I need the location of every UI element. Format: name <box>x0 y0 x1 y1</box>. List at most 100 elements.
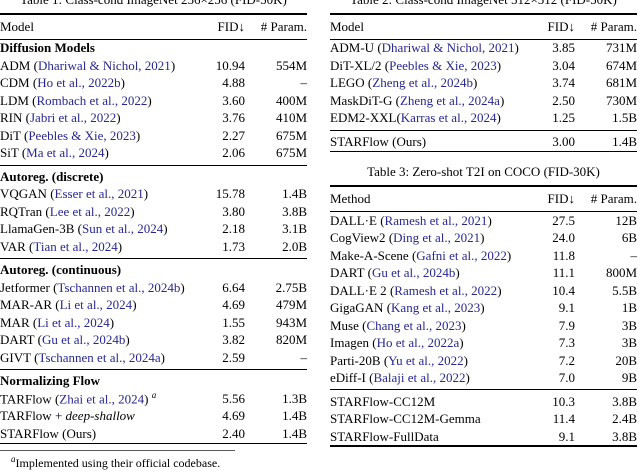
fid-value: 7.3 <box>558 335 575 351</box>
citation-link[interactable]: Li et al., 2024 <box>37 314 110 330</box>
citation-link[interactable]: Kang et al., 2023 <box>391 300 481 316</box>
table3-toprule <box>330 185 637 187</box>
citation-link[interactable]: Lee et al., 2022 <box>49 203 131 219</box>
citation-link[interactable]: Rombach et al., 2022 <box>36 92 148 108</box>
table2-toprule <box>330 13 637 15</box>
fid-value: 2.50 <box>552 92 575 108</box>
table-row: CogView2 (Ding et al., 2021) 24.0 6B <box>330 229 637 247</box>
param-value: 1.4B <box>282 408 307 424</box>
fid-value: 9.1 <box>558 428 575 444</box>
table-midrule <box>0 164 307 166</box>
citation-link[interactable]: Gafni et al., 2022 <box>416 247 507 263</box>
table-row: MAR-AR (Li et al., 2024) 4.69 479M <box>0 297 307 315</box>
model-name: TARFlow (Zhai et al., 2024) a <box>0 390 157 407</box>
table-row: GigaGAN (Kang et al., 2023) 9.1 1B <box>330 299 637 317</box>
model-name: GIVT (Tschannen et al., 2024a) <box>0 349 165 365</box>
model-name: eDiff-I (Balaji et al., 2022) <box>330 370 470 386</box>
citation-link[interactable]: Sun et al., 2024 <box>81 221 164 237</box>
citation-link[interactable]: Balaji et al., 2022 <box>373 370 466 386</box>
model-name: LlamaGen-3B (Sun et al., 2024) <box>0 221 168 237</box>
table3-header-fid: FID↓ <box>547 190 575 206</box>
param-value: 730M <box>605 92 637 108</box>
fid-value: 6.64 <box>222 279 245 295</box>
param-value: 12B <box>615 212 637 228</box>
fid-value: 11.8 <box>552 247 575 263</box>
citation-link[interactable]: Ma et al., 2024 <box>26 145 105 161</box>
citation-link[interactable]: Tschannen et al., 2024b <box>57 279 181 295</box>
citation-link[interactable]: Tian et al., 2024 <box>33 238 118 254</box>
fid-value: 27.5 <box>552 212 575 228</box>
table-row: DART (Gu et al., 2024b) 11.1 800M <box>330 264 637 282</box>
param-value: 3.8B <box>612 393 637 409</box>
citation-link[interactable]: Peebles & Xie, 2023 <box>28 127 136 143</box>
table-midrule <box>0 258 307 260</box>
fid-value: 3.60 <box>222 92 245 108</box>
citation-link[interactable]: Jabri et al., 2022 <box>29 110 117 126</box>
fid-value: 2.06 <box>222 145 245 161</box>
citation-link[interactable]: Zheng et al., 2024b <box>372 75 473 91</box>
table-row: eDiff-I (Balaji et al., 2022) 7.0 9B <box>330 369 637 387</box>
model-name: LDM (Rombach et al., 2022) <box>0 92 152 108</box>
table2-header-model: Model <box>330 18 364 34</box>
model-name: RQTran (Lee et al., 2022) <box>0 203 135 219</box>
model-name: DART (Gu et al., 2024b) <box>330 265 460 281</box>
param-value: 1.5B <box>612 110 637 126</box>
table2-body: ADM-U (Dhariwal & Nichol, 2021) 3.85 731M D… <box>330 40 637 151</box>
citation-link[interactable]: Ramesh et al., 2021 <box>384 212 488 228</box>
citation-link[interactable]: Peebles & Xie, 2023 <box>389 57 497 73</box>
citation-link[interactable]: Gu et al., 2024b <box>371 265 456 281</box>
table1-caption: Table 1: Class-cond ImageNet 256×256 (FI… <box>0 0 307 8</box>
table-row: VAR (Tian et al., 2024) 1.73 2.0B <box>0 238 307 256</box>
citation-link[interactable]: Ho et al., 2022b <box>37 75 121 91</box>
fid-value: 3.80 <box>222 203 245 219</box>
param-value: 731M <box>605 40 637 56</box>
right-column: Table 2: Class-cond ImageNet 512×512 (FI… <box>330 0 637 447</box>
param-value: 1.4B <box>612 133 637 149</box>
citation-link[interactable]: Ramesh et al., 2022 <box>394 282 498 298</box>
table-row: STARFlow (Ours) 2.40 1.4B <box>0 425 307 443</box>
citation-link[interactable]: Ho et al., 2022a <box>376 335 460 351</box>
model-name: Imagen (Ho et al., 2022a) <box>330 335 464 351</box>
citation-link[interactable]: Dhariwal & Nichol, 2021 <box>381 40 515 56</box>
citation-link[interactable]: Gu et al., 2024b <box>41 332 126 348</box>
param-value: 20B <box>615 352 637 368</box>
citation-link[interactable]: Yu et al., 2022 <box>388 352 464 368</box>
table-midrule <box>330 129 637 131</box>
citation-link[interactable]: Zheng et al., 2024a <box>399 92 500 108</box>
table2-headrule <box>330 38 637 40</box>
table-row: ADM-U (Dhariwal & Nichol, 2021) 3.85 731M <box>330 40 637 58</box>
table3-bottomrule <box>330 445 637 447</box>
table-row: DALL·E 2 (Ramesh et al., 2022) 10.4 5.5B <box>330 282 637 300</box>
fid-value: 3.04 <box>552 57 575 73</box>
citation-link[interactable]: Ding et al., 2021 <box>393 230 481 246</box>
citation-link[interactable]: Dhariwal & Nichol, 2021 <box>37 57 171 73</box>
table2-bottomrule <box>330 150 637 153</box>
param-value: 410M <box>275 110 307 126</box>
fid-value: 11.4 <box>552 411 575 427</box>
citation-link[interactable]: Tschannen et al., 2024a <box>38 349 161 365</box>
table-row: DART (Gu et al., 2024b) 3.82 820M <box>0 332 307 350</box>
citation-link[interactable]: Zhai et al., 2024 <box>59 391 145 407</box>
table-row: VQGAN (Esser et al., 2021) 15.78 1.4B <box>0 186 307 204</box>
table-row: LEGO (Zheng et al., 2024b) 3.74 681M <box>330 75 637 93</box>
citation-link[interactable]: Karras et al., 2024 <box>400 110 497 126</box>
param-value: 3.8B <box>282 203 307 219</box>
model-name: VAR (Tian et al., 2024) <box>0 238 123 254</box>
table-row: STARFlow-CC12M-Gemma 11.4 2.4B <box>330 410 637 428</box>
citation-link[interactable]: Li et al., 2024 <box>59 297 133 313</box>
model-name: GigaGAN (Kang et al., 2023) <box>330 300 485 316</box>
fid-value: 11.1 <box>552 265 575 281</box>
param-value: 400M <box>275 92 307 108</box>
section-header: Autoreg. (discrete) <box>0 168 104 184</box>
table-row: Imagen (Ho et al., 2022a) 7.3 3B <box>330 334 637 352</box>
model-name: DiT-XL/2 (Peebles & Xie, 2023) <box>330 57 502 73</box>
table1-caption-text: Table 1: Class-cond ImageNet 256×256 (FI… <box>0 0 307 8</box>
table1-column: Table 1: Class-cond ImageNet 256×256 (FI… <box>0 0 307 471</box>
table-row: STARFlow-CC12M 10.3 3.8B <box>330 393 637 411</box>
fid-value: 3.74 <box>552 75 575 91</box>
fid-value: 7.0 <box>558 370 575 386</box>
model-name: STARFlow-CC12M <box>330 393 436 409</box>
table-row: DALL·E (Ramesh et al., 2021) 27.5 12B <box>330 212 637 230</box>
citation-link[interactable]: Esser et al., 2021 <box>54 186 144 202</box>
citation-link[interactable]: Chang et al., 2023 <box>366 317 462 333</box>
